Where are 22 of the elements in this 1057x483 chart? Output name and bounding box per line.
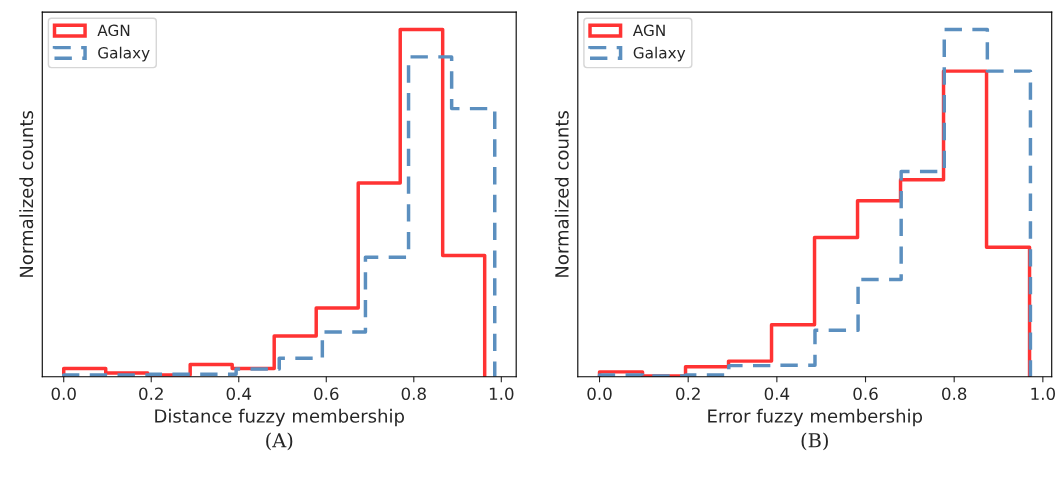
x-tick-label: 0.8 (942, 387, 967, 401)
x-tick-label: 1.0 (489, 387, 514, 401)
x-tick-label: 0.0 (51, 387, 76, 401)
x-tick-label: 1.0 (1031, 387, 1055, 401)
legend-label: AGN (97, 24, 130, 37)
legend-label: Galaxy (98, 46, 150, 62)
x-tick-label: 0.2 (676, 387, 700, 401)
x-tick-label: 0.2 (139, 387, 163, 401)
x-axis-title: Error fuzzy membership (708, 408, 923, 427)
legend-label: Galaxy (633, 46, 686, 62)
y-axis-title: Normalized counts (554, 111, 569, 277)
text: (B) (801, 432, 828, 451)
text: (A) (266, 432, 293, 451)
x-axis-title: Distance fuzzy membership (155, 408, 404, 427)
x-tick-label: 0.4 (226, 387, 252, 401)
x-tick-label: 0.0 (587, 387, 612, 401)
legend-label: AGN (632, 24, 665, 37)
x-tick-label: 0.8 (401, 387, 426, 401)
x-tick-label: 0.6 (853, 387, 878, 401)
x-tick-label: 0.6 (314, 387, 339, 401)
x-tick-label: 0.4 (764, 387, 790, 401)
y-axis-title: Normalized counts (19, 111, 34, 277)
